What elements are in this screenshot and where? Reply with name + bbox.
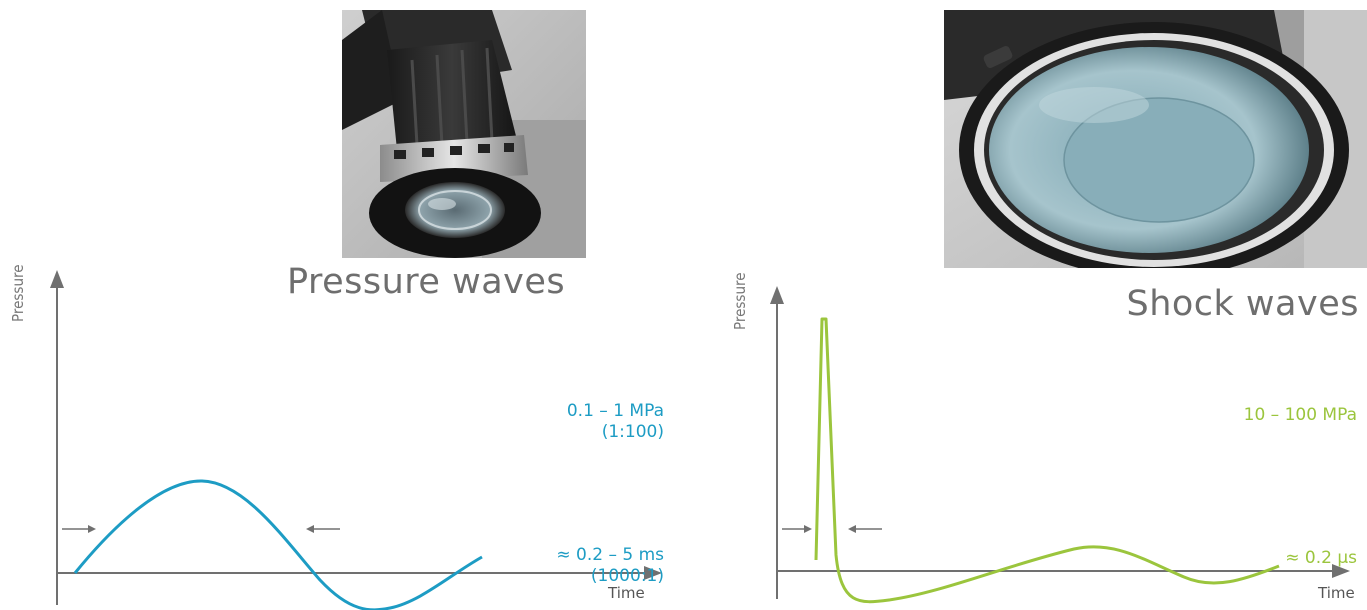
shock-wave-curve — [814, 317, 1280, 604]
amplitude-ratio: (1:100) — [601, 422, 664, 442]
shock-wave-chart — [770, 286, 1350, 604]
amplitude-annotation: 0.1 – 1 MPa (1:100) — [567, 401, 664, 443]
y-axis-label: Pressure — [731, 272, 749, 330]
amplitude-range: 10 – 100 MPa — [1243, 405, 1357, 425]
x-axis-label: Time — [608, 584, 645, 602]
x-axis-label: Time — [1318, 584, 1355, 602]
pressure-wave-curve — [73, 479, 483, 610]
duration-marker-end-head — [306, 525, 314, 533]
y-axis-arrowhead — [770, 286, 784, 304]
shock-waves-panel: Shock waves Pressure Time 10 – 100 MPa ≈… — [684, 0, 1367, 610]
duration-ratio: (1000:1) — [590, 566, 664, 586]
amplitude-annotation: 10 – 100 MPa — [1244, 405, 1357, 426]
duration-annotation: ≈ 0.2 µs — [1285, 548, 1357, 569]
amplitude-range: 0.1 – 1 MPa — [566, 401, 664, 421]
duration-range: ≈ 0.2 – 5 ms — [556, 545, 664, 565]
radial-applicator-photo — [342, 10, 586, 258]
duration-marker-start-head — [88, 525, 96, 533]
pressure-waves-title: Pressure waves — [287, 262, 566, 302]
shock-waves-title: Shock waves — [1126, 284, 1359, 324]
duration-annotation: ≈ 0.2 – 5 ms (1000:1) — [556, 545, 664, 587]
pressure-waves-panel: Pressure waves Pressure Time 0.1 – 1 MPa… — [9, 10, 664, 610]
y-axis-label: Pressure — [9, 264, 27, 322]
focused-applicator-photo — [944, 10, 1367, 268]
y-axis-arrowhead — [50, 270, 64, 288]
duration-range: ≈ 0.2 µs — [1285, 548, 1357, 568]
x-axis-arrowhead — [1332, 564, 1350, 578]
duration-marker-end-head — [848, 525, 856, 533]
x-axis-arrowhead — [644, 566, 662, 580]
pressure-wave-chart — [50, 270, 662, 610]
duration-marker-start-head — [804, 525, 812, 533]
